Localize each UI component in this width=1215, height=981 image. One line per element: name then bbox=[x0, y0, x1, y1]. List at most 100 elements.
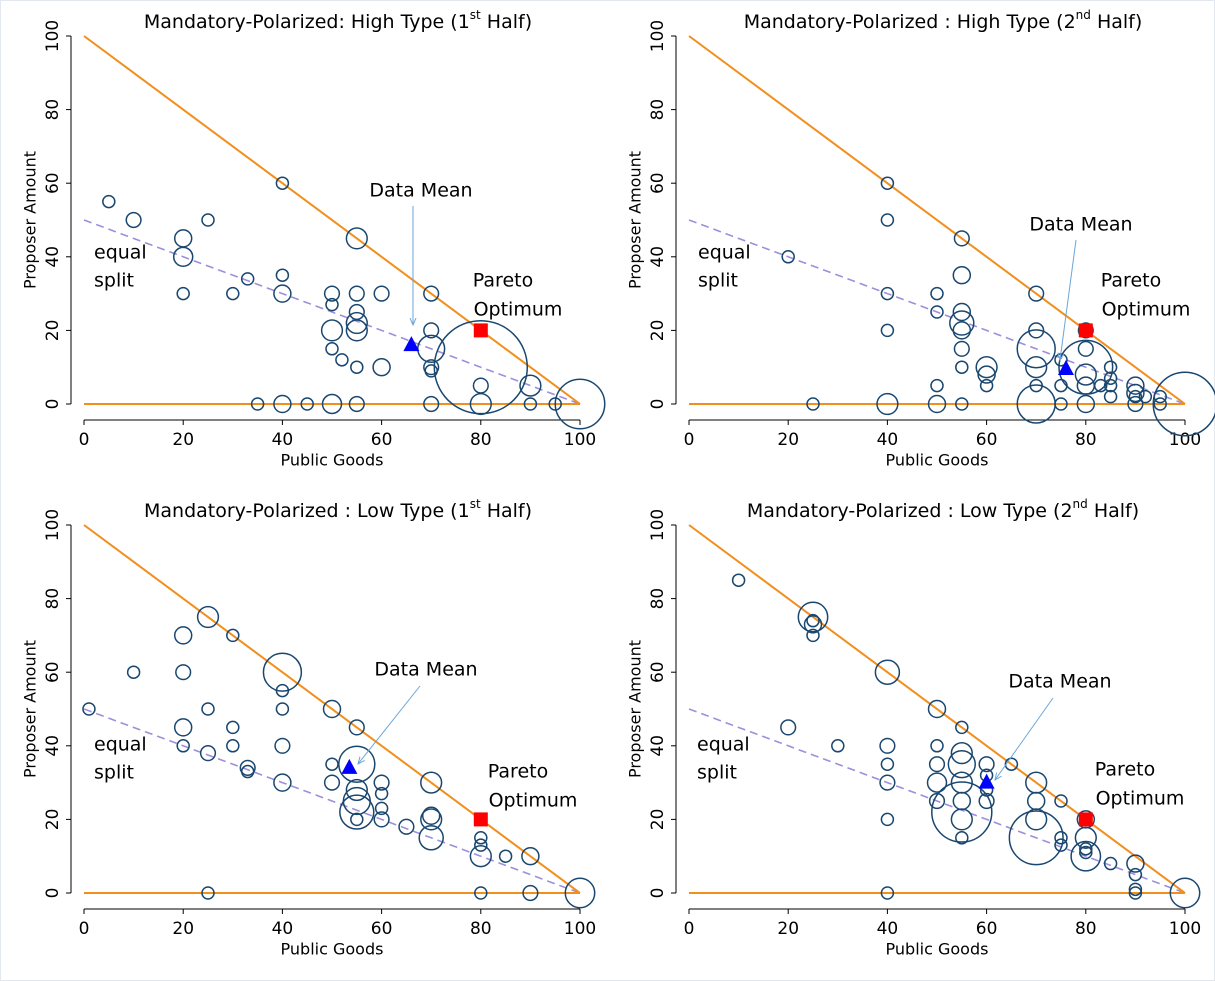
x-tick-label: 80 bbox=[1075, 919, 1097, 939]
bubble bbox=[930, 305, 944, 319]
bubble bbox=[1128, 867, 1143, 882]
bubble bbox=[1054, 397, 1068, 411]
bubble bbox=[345, 778, 368, 802]
pareto-label: Pareto bbox=[1101, 270, 1161, 292]
bubble bbox=[1138, 389, 1153, 404]
x-tick-label: 80 bbox=[470, 919, 492, 939]
x-tick-label: 20 bbox=[777, 430, 799, 450]
bubble bbox=[420, 771, 443, 794]
bubble bbox=[979, 378, 994, 393]
bubble bbox=[831, 739, 845, 753]
bubble bbox=[469, 392, 492, 416]
pareto-label: Optimum bbox=[1102, 299, 1191, 321]
y-axis-label: Proposer Amount bbox=[626, 640, 645, 778]
equal-split-line bbox=[688, 219, 1186, 405]
bubble bbox=[125, 211, 142, 229]
bubble bbox=[797, 601, 829, 633]
y-tick-label: 100 bbox=[43, 509, 63, 541]
bubble bbox=[240, 272, 255, 286]
x-axis-label: Public Goods bbox=[886, 940, 989, 959]
bubble bbox=[345, 311, 368, 335]
x-tick-label: 60 bbox=[371, 919, 393, 939]
bubble bbox=[226, 739, 240, 753]
y-tick-label: 80 bbox=[43, 99, 63, 121]
bubble bbox=[952, 321, 972, 340]
bubble bbox=[335, 353, 349, 367]
bubble bbox=[975, 356, 998, 379]
bubble bbox=[1093, 378, 1108, 393]
bubble bbox=[348, 303, 365, 321]
x-tick-label: 40 bbox=[877, 430, 899, 450]
bubble bbox=[498, 849, 513, 863]
x-tick-label: 20 bbox=[172, 430, 194, 450]
panel: Mandatory-Polarized : Low Type (2nd Half… bbox=[626, 497, 1202, 959]
budget-line bbox=[688, 524, 1186, 894]
bubble bbox=[199, 745, 217, 762]
title-tail: Half) bbox=[481, 500, 532, 522]
bubble bbox=[1028, 285, 1045, 302]
title-tail: Half) bbox=[1091, 11, 1142, 33]
x-tick-label: 0 bbox=[79, 430, 90, 450]
data-mean-label: Data Mean bbox=[1029, 214, 1132, 236]
x-tick-label: 0 bbox=[684, 919, 695, 939]
bubble bbox=[275, 683, 290, 698]
bubble bbox=[176, 286, 190, 301]
panel: Mandatory-Polarized : Low Type (1st Half… bbox=[21, 497, 597, 959]
bubble bbox=[880, 886, 895, 900]
bubble bbox=[348, 395, 365, 413]
bubble bbox=[930, 286, 944, 301]
bubble bbox=[82, 702, 96, 716]
bubble bbox=[880, 213, 895, 227]
equal-split-label: equal bbox=[697, 734, 750, 756]
bubble bbox=[323, 285, 341, 302]
bubble bbox=[1103, 371, 1118, 385]
pareto-marker bbox=[473, 323, 488, 338]
bubble bbox=[880, 323, 895, 338]
bubble bbox=[1152, 371, 1215, 437]
x-tick-label: 80 bbox=[1075, 430, 1097, 450]
title-text: Mandatory-Polarized : Low Type (1 bbox=[144, 500, 470, 522]
bubble bbox=[522, 884, 539, 902]
bubble bbox=[423, 359, 440, 376]
y-tick-label: 100 bbox=[43, 20, 63, 52]
bubble bbox=[1025, 808, 1048, 831]
y-tick-label: 20 bbox=[43, 809, 63, 831]
bubble bbox=[880, 812, 895, 827]
bubble bbox=[201, 702, 215, 716]
data-mean-label: Data Mean bbox=[374, 659, 477, 681]
bubble bbox=[1054, 838, 1068, 852]
equal-split-label: split bbox=[698, 270, 738, 292]
y-tick-label: 20 bbox=[43, 320, 63, 342]
bubble bbox=[1076, 394, 1096, 414]
y-tick-label: 60 bbox=[648, 172, 668, 194]
bubble bbox=[1126, 376, 1145, 395]
x-tick-label: 40 bbox=[877, 919, 899, 939]
bubble bbox=[474, 886, 488, 900]
x-axis-label: Public Goods bbox=[886, 451, 989, 470]
equal-split-label: equal bbox=[94, 734, 147, 756]
bubble bbox=[373, 285, 390, 302]
equal-split-line bbox=[83, 219, 581, 405]
pareto-marker bbox=[1078, 323, 1093, 338]
bubble bbox=[879, 774, 896, 791]
data-mean-arrow bbox=[995, 697, 1054, 780]
bubble bbox=[927, 394, 947, 414]
bubble bbox=[955, 831, 969, 845]
y-axis-label: Proposer Amount bbox=[21, 640, 40, 778]
bubble bbox=[275, 702, 290, 716]
x-tick-label: 40 bbox=[272, 430, 294, 450]
x-tick-label: 20 bbox=[172, 919, 194, 939]
data-mean-arrow bbox=[1060, 239, 1077, 360]
bubble bbox=[1054, 831, 1068, 845]
panel: Mandatory-Polarized : High Type (2nd Hal… bbox=[626, 8, 1215, 470]
bubble bbox=[226, 720, 240, 735]
bubble bbox=[338, 745, 376, 783]
bubble bbox=[955, 397, 969, 411]
bubble bbox=[781, 250, 795, 264]
bubble bbox=[953, 340, 970, 357]
bubble bbox=[519, 374, 542, 397]
bubble bbox=[880, 176, 895, 190]
pareto-label: Pareto bbox=[473, 270, 533, 292]
bubble bbox=[1126, 383, 1145, 403]
